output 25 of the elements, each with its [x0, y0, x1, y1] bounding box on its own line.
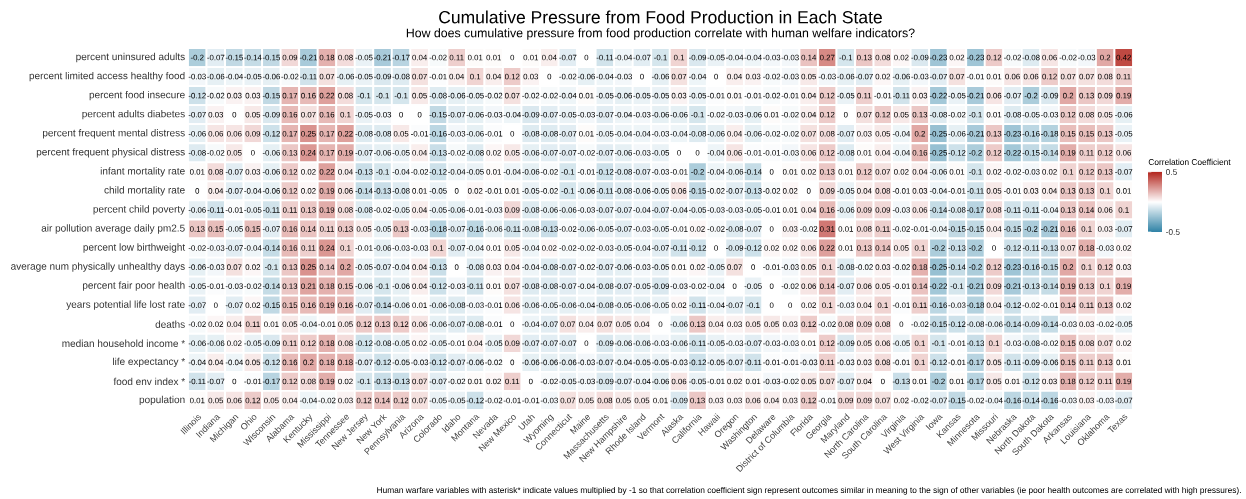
y-tick-label: percent uninsured adults	[76, 52, 185, 63]
color-bar-label: 0.5	[1165, 169, 1177, 175]
y-tick-label: percent fair poor health	[82, 281, 185, 291]
y-tick-label: deaths	[155, 320, 185, 328]
y-tick-label: percent frequent physical distress	[36, 148, 185, 158]
color-bar-label: -0.5	[1166, 229, 1180, 235]
y-tick-label: percent food insecure	[89, 90, 185, 101]
y-tick-label: years potential life lost rate	[66, 300, 185, 310]
text: Human warfare variables with asterisk* indicate values multiplied by -1 so that correlation coefficient sign represent outcomes similar in meaning to the sign of other variables (ie poor health outcomes are correlated with high pressures).	[377, 486, 1241, 495]
y-tick-label: infant mortality rate	[100, 167, 185, 177]
y-tick-label: percent low birthweight	[83, 243, 186, 253]
y-tick-label: air pollution average daily pm2.5	[41, 224, 185, 234]
y-tick-label: median household income *	[62, 339, 185, 347]
chart-title: Cumulative Pressure from Food Production in Each State	[439, 10, 882, 24]
y-tick-label: population	[139, 395, 185, 406]
y-tick-label: percent child poverty	[93, 205, 186, 215]
y-tick-label: life expectancy *	[113, 357, 186, 368]
color-bar-title: Correlation Coefficient	[1148, 158, 1231, 165]
y-tick-label: average num physically unhealthy days	[11, 262, 185, 272]
y-tick-label: percent adults diabetes	[82, 110, 185, 120]
y-tick-label: child mortality rate	[104, 186, 185, 196]
y-tick-label: food env index *	[113, 377, 185, 386]
chart-subtitle: How does cumulative pressure from food production correlate with human welfare indicators?	[406, 28, 915, 40]
y-tick-label: percent frequent mental distress	[42, 129, 185, 139]
y-tick-label: percent limited access healthy food	[29, 71, 185, 82]
